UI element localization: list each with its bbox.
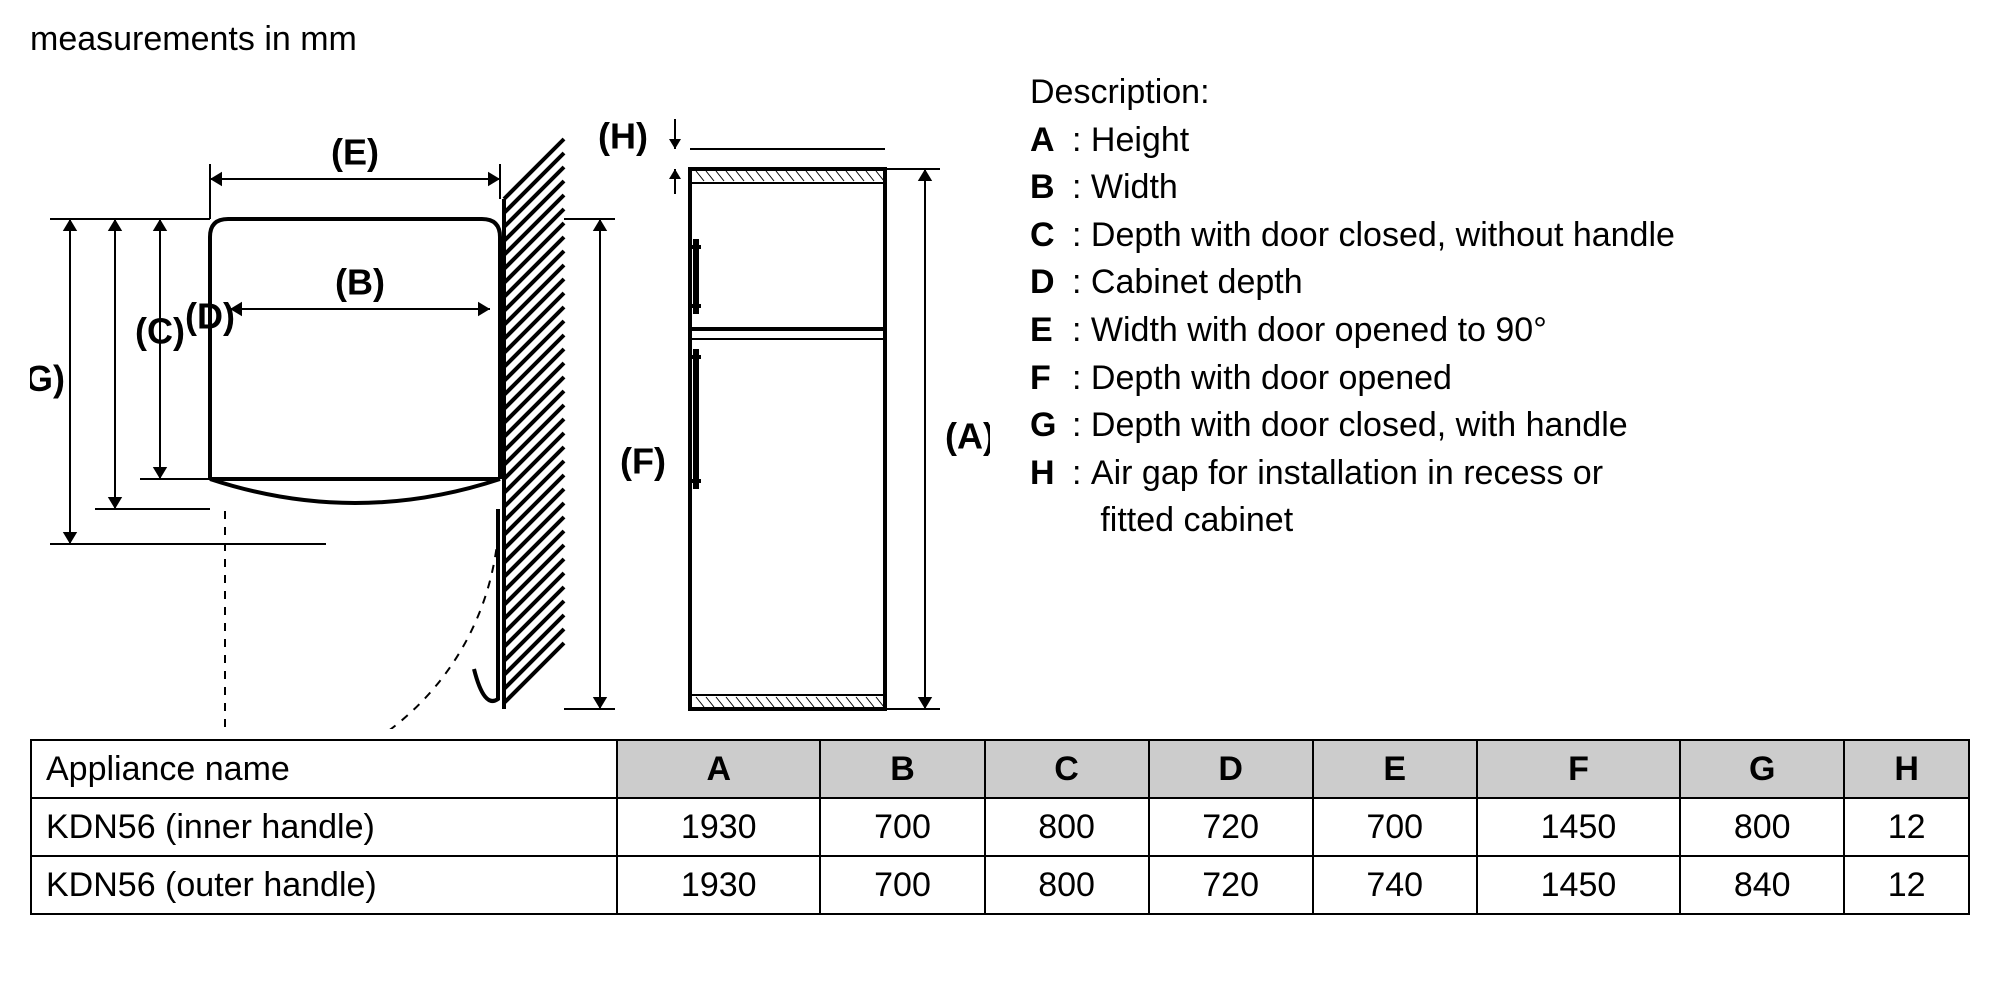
measurements-table: Appliance name A B C D E F G H KDN56 (in… (30, 739, 1970, 915)
svg-text:(H): (H) (598, 116, 648, 157)
col-F: F (1477, 740, 1680, 798)
cell-appliance-name: KDN56 (outer handle) (31, 856, 617, 914)
svg-text:(C): (C) (135, 311, 185, 352)
cell-D: 720 (1149, 798, 1313, 856)
description-title: Description: (1030, 69, 1675, 117)
svg-text:(F): (F) (620, 441, 666, 482)
svg-text:(B): (B) (335, 262, 385, 303)
technical-diagram: (D)(C) (G) (B) (E) (F) (A) (H) (30, 69, 990, 729)
cell-H: 12 (1844, 856, 1969, 914)
desc-row-G: G: Depth with door closed, with handle (1030, 402, 1675, 450)
col-C: C (985, 740, 1149, 798)
desc-row-D: D: Cabinet depth (1030, 259, 1675, 307)
desc-row-B: B: Width (1030, 164, 1675, 212)
desc-row-A: A: Height (1030, 117, 1675, 165)
col-G: G (1680, 740, 1844, 798)
cell-G: 840 (1680, 856, 1844, 914)
desc-row-H: H: Air gap for installation in recess or… (1030, 450, 1675, 545)
cell-D: 720 (1149, 856, 1313, 914)
cell-A: 1930 (617, 798, 820, 856)
desc-row-F: F: Depth with door opened (1030, 355, 1675, 403)
col-appliance-name: Appliance name (31, 740, 617, 798)
cell-H: 12 (1844, 798, 1969, 856)
col-H: H (1844, 740, 1969, 798)
cell-E: 740 (1313, 856, 1477, 914)
table-row: KDN56 (inner handle)19307008007207001450… (31, 798, 1969, 856)
description-list: Description: A: Height B: Width C: Depth… (1030, 69, 1675, 545)
cell-F: 1450 (1477, 798, 1680, 856)
svg-text:(D): (D) (185, 296, 235, 337)
col-B: B (820, 740, 984, 798)
cell-G: 800 (1680, 798, 1844, 856)
desc-row-C: C: Depth with door closed, without handl… (1030, 212, 1675, 260)
col-D: D (1149, 740, 1313, 798)
cell-E: 700 (1313, 798, 1477, 856)
cell-B: 700 (820, 856, 984, 914)
svg-text:(E): (E) (331, 132, 379, 173)
cell-appliance-name: KDN56 (inner handle) (31, 798, 617, 856)
col-E: E (1313, 740, 1477, 798)
cell-B: 700 (820, 798, 984, 856)
desc-row-E: E: Width with door opened to 90° (1030, 307, 1675, 355)
units-heading: measurements in mm (30, 20, 1980, 59)
col-A: A (617, 740, 820, 798)
cell-C: 800 (985, 798, 1149, 856)
svg-text:(G): (G) (30, 358, 65, 399)
upper-section: (D)(C) (G) (B) (E) (F) (A) (H) Description: A:… (30, 69, 1980, 729)
cell-C: 800 (985, 856, 1149, 914)
cell-A: 1930 (617, 856, 820, 914)
table-header-row: Appliance name A B C D E F G H (31, 740, 1969, 798)
cell-F: 1450 (1477, 856, 1680, 914)
table-row: KDN56 (outer handle)19307008007207401450… (31, 856, 1969, 914)
svg-text:(A): (A) (945, 416, 990, 457)
